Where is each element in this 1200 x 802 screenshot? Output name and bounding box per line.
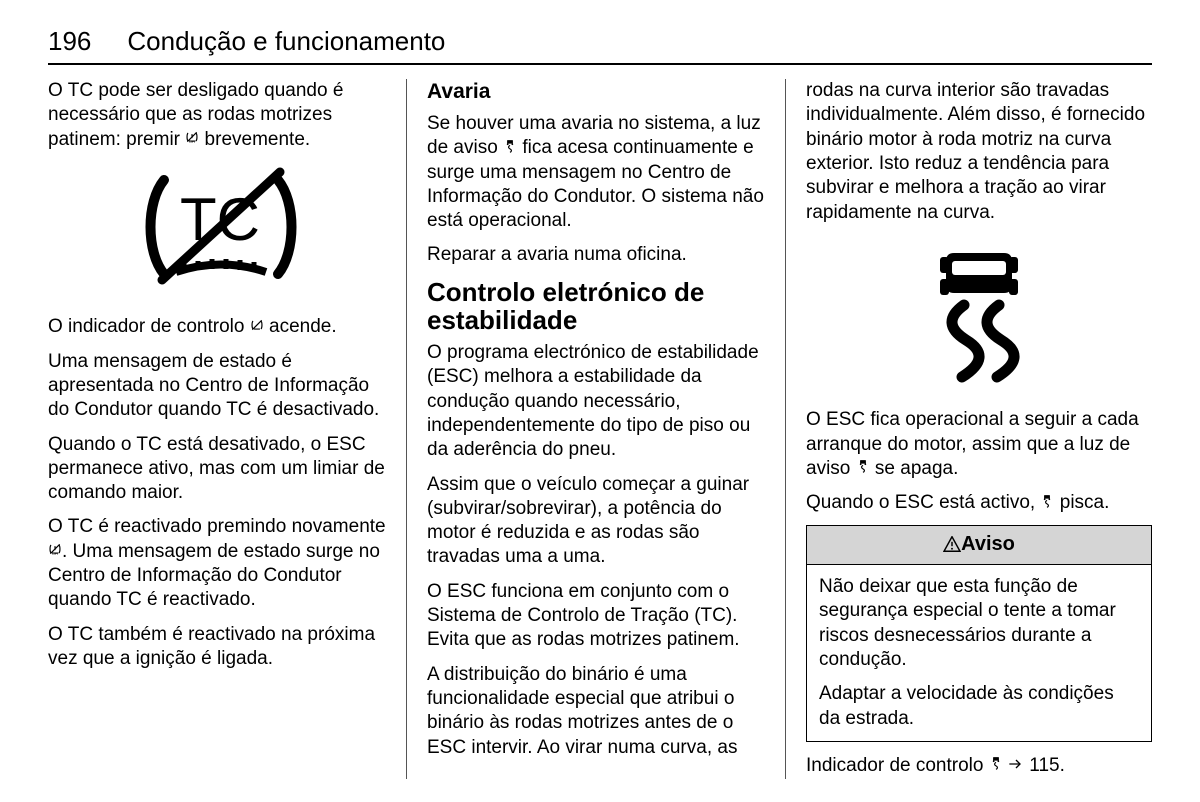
- col1-p6: O TC também é reactivado na próxima vez …: [48, 623, 394, 672]
- warning-title: Aviso: [807, 526, 1151, 565]
- warning-box: Aviso Não deixar que esta função de segu…: [806, 525, 1152, 741]
- col3-p2: O ESC fica operacional a seguir a cada a…: [806, 408, 1152, 481]
- esc-figure: [806, 235, 1152, 392]
- heading-avaria: Avaria: [427, 79, 773, 106]
- heading-esc: Controlo eletrónico de estabilidade: [427, 278, 773, 335]
- page-header: 196 Condução e funcionamento: [48, 26, 1152, 65]
- text: brevemente.: [199, 129, 310, 150]
- svg-text:OFF: OFF: [189, 140, 196, 144]
- warning-p2: Adaptar a velocidade às condições da est…: [819, 682, 1139, 731]
- tc-off-icon: OFF: [48, 543, 62, 559]
- column-1: O TC pode ser desligado quando é necessá…: [48, 79, 406, 779]
- col1-p5: O TC é reactivado premindo novamente OFF…: [48, 515, 394, 612]
- tc-off-icon: OFF: [185, 131, 199, 147]
- col2-p4: Assim que o veículo começar a guinar (su…: [427, 473, 773, 570]
- col2-p6: A distribuição do binário é uma funciona…: [427, 663, 773, 760]
- svg-text:OFF: OFF: [52, 552, 59, 556]
- content-columns: O TC pode ser desligado quando é necessá…: [48, 79, 1152, 779]
- text: . Uma mensagem de estado surge no Centro…: [48, 541, 380, 611]
- esc-warning-icon: [503, 140, 517, 156]
- esc-warning-icon: [1040, 495, 1054, 511]
- col1-p2: O indicador de controlo acende.: [48, 315, 394, 339]
- text: Indicador de controlo: [806, 755, 989, 776]
- col3-p4: Indicador de controlo 115.: [806, 754, 1152, 778]
- esc-warning-icon: [989, 757, 1003, 773]
- col2-p3: O programa electrónico de estabilidade (…: [427, 341, 773, 463]
- column-3: rodas na curva interior são travadas ind…: [785, 79, 1152, 779]
- warning-p1: Não deixar que esta função de segurança …: [819, 575, 1139, 672]
- tc-indicator-icon: [250, 319, 264, 335]
- col2-p2: Reparar a avaria numa oficina.: [427, 243, 773, 267]
- text: se apaga.: [870, 458, 959, 479]
- warning-title-text: Aviso: [961, 533, 1015, 555]
- page-number: 196: [48, 26, 91, 57]
- col2-p5: O ESC funciona em conjunto com o Sistema…: [427, 580, 773, 653]
- text: O indicador de controlo: [48, 316, 250, 337]
- text: O TC é reactivado premindo novamente: [48, 516, 386, 537]
- esc-warning-icon: [856, 460, 870, 476]
- column-2: Avaria Se houver uma avaria no sistema, …: [406, 79, 785, 779]
- page-ref-arrow-icon: [1008, 757, 1024, 773]
- col1-p4: Quando o TC está desativado, o ESC perma…: [48, 433, 394, 506]
- col3-p1: rodas na curva interior são travadas ind…: [806, 79, 1152, 225]
- col1-p3: Uma mensagem de estado é apresentada no …: [48, 350, 394, 423]
- text: Quando o ESC está activo,: [806, 492, 1040, 513]
- chapter-title: Condução e funcionamento: [127, 26, 445, 57]
- text: pisca.: [1054, 492, 1109, 513]
- text: acende.: [264, 316, 337, 337]
- warning-body: Não deixar que esta função de segurança …: [807, 565, 1151, 741]
- tc-off-figure: TC: [48, 162, 394, 299]
- col2-p1: Se houver uma avaria no sistema, a luz d…: [427, 112, 773, 234]
- col3-p3: Quando o ESC está activo, pisca.: [806, 491, 1152, 515]
- warning-triangle-icon: [943, 533, 961, 555]
- text: 115.: [1024, 755, 1065, 776]
- col1-p1: O TC pode ser desligado quando é necessá…: [48, 79, 394, 152]
